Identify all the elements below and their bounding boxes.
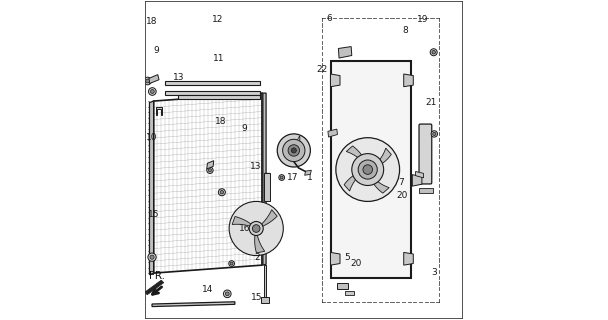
Circle shape	[150, 90, 154, 93]
Polygon shape	[264, 265, 266, 299]
Polygon shape	[376, 148, 392, 167]
Polygon shape	[345, 291, 354, 295]
Polygon shape	[415, 172, 424, 178]
Circle shape	[288, 145, 300, 156]
Text: 11: 11	[213, 53, 225, 62]
Text: 10: 10	[147, 133, 158, 142]
Text: 18: 18	[215, 117, 226, 126]
Circle shape	[207, 167, 213, 173]
Circle shape	[363, 165, 373, 174]
Polygon shape	[145, 280, 164, 295]
Circle shape	[146, 79, 150, 83]
Circle shape	[352, 154, 384, 186]
Text: 15: 15	[148, 210, 159, 219]
Polygon shape	[331, 61, 411, 278]
Polygon shape	[330, 74, 340, 87]
Polygon shape	[150, 101, 154, 275]
Circle shape	[291, 148, 296, 153]
Circle shape	[252, 225, 260, 232]
Polygon shape	[347, 146, 365, 162]
Polygon shape	[337, 283, 348, 289]
Circle shape	[226, 292, 229, 296]
Polygon shape	[339, 47, 352, 58]
Text: 20: 20	[350, 259, 362, 268]
Text: 4: 4	[296, 136, 302, 145]
Polygon shape	[419, 188, 433, 193]
Circle shape	[148, 88, 156, 95]
Text: 16: 16	[239, 224, 250, 233]
Text: 2: 2	[255, 253, 260, 262]
Text: 18: 18	[147, 17, 158, 26]
Circle shape	[209, 169, 212, 172]
Circle shape	[143, 77, 151, 85]
Text: 14: 14	[202, 284, 213, 293]
Polygon shape	[305, 170, 311, 175]
Circle shape	[249, 221, 263, 236]
Circle shape	[220, 190, 224, 194]
Polygon shape	[178, 95, 260, 100]
Polygon shape	[404, 252, 413, 265]
Circle shape	[230, 262, 233, 265]
Text: 13: 13	[250, 162, 261, 171]
Polygon shape	[261, 297, 269, 303]
Circle shape	[283, 139, 305, 162]
Text: 13: 13	[173, 73, 185, 82]
Circle shape	[229, 261, 235, 267]
Polygon shape	[207, 161, 214, 169]
Circle shape	[224, 290, 231, 298]
Polygon shape	[263, 93, 266, 265]
Polygon shape	[156, 108, 162, 116]
Circle shape	[229, 201, 283, 256]
Polygon shape	[371, 177, 389, 193]
Text: 20: 20	[396, 190, 408, 200]
Text: 7: 7	[398, 178, 404, 187]
Circle shape	[277, 134, 310, 167]
Polygon shape	[261, 210, 277, 226]
Text: 5: 5	[344, 253, 350, 262]
Polygon shape	[152, 302, 235, 307]
Circle shape	[148, 253, 156, 261]
Polygon shape	[412, 175, 422, 186]
Circle shape	[430, 49, 437, 56]
Circle shape	[150, 255, 154, 259]
Text: 17: 17	[286, 173, 298, 182]
Polygon shape	[232, 217, 251, 226]
Circle shape	[280, 176, 283, 179]
Text: 8: 8	[402, 27, 409, 36]
Text: 12: 12	[212, 15, 223, 24]
Text: 19: 19	[417, 15, 429, 24]
Text: 15: 15	[252, 293, 263, 302]
Polygon shape	[165, 81, 260, 85]
Text: 3: 3	[432, 268, 437, 277]
Polygon shape	[264, 173, 269, 201]
Text: 21: 21	[425, 98, 437, 107]
Text: 22: 22	[317, 65, 328, 74]
Polygon shape	[404, 74, 413, 87]
Circle shape	[336, 138, 399, 201]
Circle shape	[218, 189, 226, 196]
Circle shape	[433, 132, 436, 136]
Text: 1: 1	[307, 173, 313, 182]
Polygon shape	[255, 236, 264, 253]
Circle shape	[432, 51, 435, 54]
Circle shape	[358, 160, 378, 179]
Polygon shape	[328, 129, 337, 137]
Polygon shape	[165, 92, 260, 95]
Circle shape	[431, 131, 438, 137]
Text: 6: 6	[326, 14, 332, 23]
Text: 9: 9	[154, 45, 159, 55]
Text: FR.: FR.	[149, 271, 165, 281]
Polygon shape	[344, 172, 360, 191]
Circle shape	[279, 175, 285, 180]
Text: 9: 9	[242, 124, 247, 132]
Polygon shape	[330, 252, 340, 265]
Polygon shape	[149, 75, 159, 84]
FancyBboxPatch shape	[419, 124, 432, 184]
